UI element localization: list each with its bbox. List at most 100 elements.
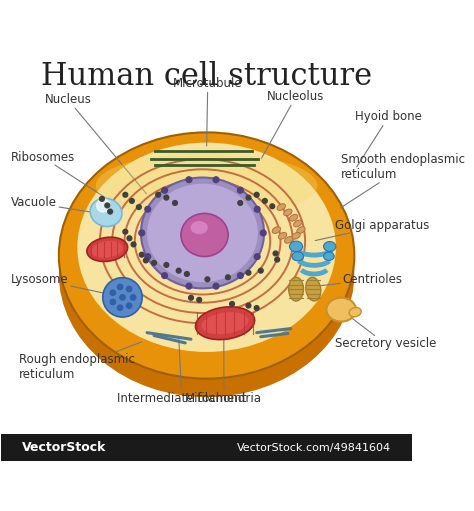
Circle shape: [118, 305, 123, 310]
Ellipse shape: [283, 209, 292, 216]
Circle shape: [152, 261, 156, 265]
Circle shape: [213, 177, 219, 182]
Text: Smooth endoplasmic
reticulum: Smooth endoplasmic reticulum: [340, 153, 465, 208]
Ellipse shape: [278, 233, 287, 239]
Ellipse shape: [91, 241, 123, 258]
Ellipse shape: [141, 177, 264, 288]
Ellipse shape: [292, 252, 303, 261]
Ellipse shape: [290, 215, 298, 221]
Circle shape: [230, 301, 235, 306]
Circle shape: [145, 254, 151, 260]
Text: Ribosomes: Ribosomes: [10, 151, 105, 197]
Circle shape: [137, 205, 141, 210]
Circle shape: [184, 271, 189, 276]
Circle shape: [254, 192, 259, 197]
Text: Human cell structure: Human cell structure: [41, 61, 372, 91]
Circle shape: [246, 270, 251, 275]
Ellipse shape: [306, 277, 321, 301]
Ellipse shape: [277, 204, 285, 211]
Circle shape: [205, 277, 210, 282]
Text: Vacuole: Vacuole: [10, 196, 109, 215]
Circle shape: [173, 201, 177, 205]
Circle shape: [130, 295, 136, 300]
Text: Golgi apparatus: Golgi apparatus: [315, 219, 429, 241]
Circle shape: [144, 258, 148, 263]
Circle shape: [127, 286, 132, 292]
Ellipse shape: [324, 242, 336, 251]
Ellipse shape: [59, 132, 355, 379]
Circle shape: [145, 206, 151, 212]
Circle shape: [97, 199, 110, 212]
Text: VectorStock.com/49841604: VectorStock.com/49841604: [237, 443, 391, 453]
Circle shape: [156, 192, 161, 197]
Ellipse shape: [181, 214, 228, 257]
Circle shape: [123, 229, 128, 234]
Circle shape: [213, 283, 219, 289]
Circle shape: [237, 188, 243, 193]
Text: Mitochondria: Mitochondria: [185, 325, 262, 405]
Text: Intermediate filament: Intermediate filament: [117, 339, 246, 405]
Circle shape: [123, 192, 128, 197]
Ellipse shape: [59, 151, 355, 397]
Text: VectorStock: VectorStock: [22, 441, 106, 454]
Ellipse shape: [147, 183, 258, 282]
Ellipse shape: [191, 221, 208, 234]
Circle shape: [105, 203, 109, 208]
Circle shape: [255, 206, 260, 212]
Circle shape: [118, 284, 123, 290]
Ellipse shape: [96, 153, 318, 219]
Circle shape: [258, 268, 263, 273]
Circle shape: [238, 201, 243, 205]
Circle shape: [263, 199, 267, 203]
Circle shape: [139, 252, 144, 257]
Circle shape: [131, 242, 136, 247]
Circle shape: [127, 236, 132, 241]
Circle shape: [120, 295, 125, 300]
Circle shape: [270, 204, 274, 208]
Ellipse shape: [290, 241, 302, 252]
Circle shape: [127, 303, 132, 308]
Ellipse shape: [293, 220, 302, 227]
Ellipse shape: [289, 277, 303, 301]
Ellipse shape: [284, 237, 293, 243]
Circle shape: [164, 263, 169, 267]
Circle shape: [139, 230, 145, 236]
Circle shape: [103, 277, 142, 317]
Circle shape: [273, 251, 278, 256]
Ellipse shape: [292, 233, 300, 239]
Ellipse shape: [297, 227, 305, 234]
Circle shape: [254, 306, 259, 310]
Circle shape: [176, 268, 181, 273]
Text: Microtubule: Microtubule: [173, 77, 243, 146]
Circle shape: [246, 303, 251, 308]
Circle shape: [110, 290, 116, 295]
Circle shape: [189, 295, 193, 300]
Ellipse shape: [349, 308, 361, 317]
Circle shape: [162, 188, 167, 193]
Circle shape: [255, 254, 260, 260]
Circle shape: [162, 273, 167, 278]
Circle shape: [129, 199, 134, 203]
Text: Rough endoplasmic
reticulum: Rough endoplasmic reticulum: [18, 342, 142, 381]
Circle shape: [100, 197, 104, 201]
Ellipse shape: [201, 312, 248, 334]
Circle shape: [275, 257, 280, 262]
Bar: [1, 434, 412, 461]
Text: Lysosome: Lysosome: [10, 273, 121, 297]
Ellipse shape: [195, 307, 255, 340]
Ellipse shape: [90, 198, 122, 226]
Ellipse shape: [272, 227, 281, 234]
Ellipse shape: [87, 237, 128, 262]
Circle shape: [226, 275, 230, 280]
Circle shape: [164, 195, 169, 200]
Circle shape: [260, 230, 266, 236]
Text: Secretory vesicle: Secretory vesicle: [335, 310, 436, 350]
Ellipse shape: [327, 298, 356, 321]
Circle shape: [186, 283, 192, 289]
Circle shape: [246, 195, 251, 200]
Text: Nucleolus: Nucleolus: [261, 90, 325, 159]
Circle shape: [110, 299, 116, 305]
Text: Hyoid bone: Hyoid bone: [355, 110, 422, 167]
Ellipse shape: [77, 143, 336, 352]
Circle shape: [108, 209, 112, 214]
